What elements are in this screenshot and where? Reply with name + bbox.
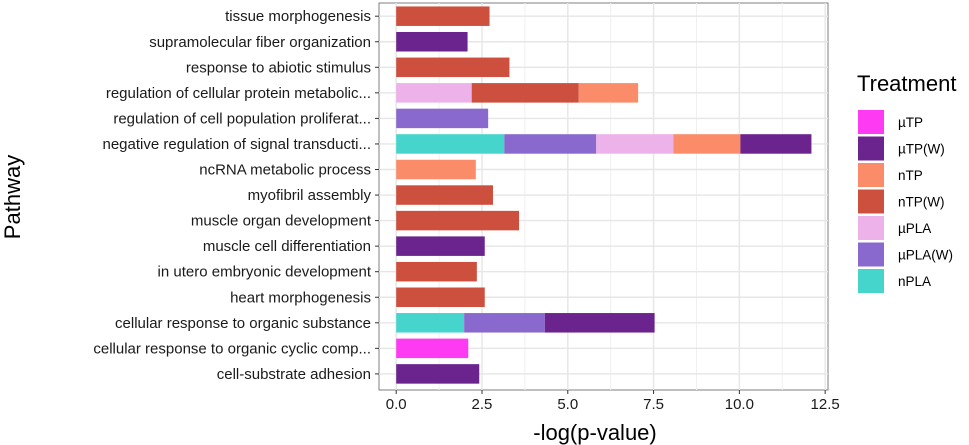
legend-label: nPLA bbox=[898, 274, 931, 289]
bar-segment bbox=[396, 6, 490, 26]
bar-segment bbox=[544, 313, 655, 333]
category-label: muscle cell differentiation bbox=[203, 238, 371, 255]
bar-segment bbox=[396, 287, 485, 307]
legend-swatch bbox=[858, 189, 884, 214]
category-label: regulation of cellular protein metabolic… bbox=[106, 85, 371, 102]
x-tick-label: 5.0 bbox=[557, 396, 578, 413]
legend-label: µTP(W) bbox=[898, 142, 945, 157]
bar-segment bbox=[396, 32, 468, 52]
bar-segment bbox=[673, 134, 741, 154]
legend-label: µTP bbox=[898, 115, 923, 130]
bar-segment bbox=[396, 338, 469, 359]
bar-segment bbox=[740, 134, 812, 154]
legend-title: Treatment bbox=[857, 71, 956, 96]
bar-segment bbox=[464, 313, 545, 333]
bar-segment bbox=[396, 108, 489, 129]
category-label: tissue morphogenesis bbox=[225, 8, 371, 25]
bars bbox=[396, 6, 812, 384]
category-label: myofibril assembly bbox=[248, 187, 372, 204]
x-axis-title: -log(p-value) bbox=[533, 420, 657, 445]
legend: µTP µTP(W) nTP nTP(W) µPLA µPLA(W) nPLA bbox=[858, 110, 953, 293]
category-label: regulation of cell population proliferat… bbox=[113, 110, 371, 127]
legend-swatch bbox=[858, 110, 884, 134]
bar-segment bbox=[504, 134, 597, 154]
legend-label: nTP bbox=[898, 168, 923, 183]
legend-label: µPLA bbox=[898, 221, 931, 236]
bar-segment bbox=[396, 313, 465, 333]
bar-segment bbox=[396, 261, 477, 282]
legend-label: µPLA(W) bbox=[898, 248, 953, 263]
x-tick-label: 7.5 bbox=[643, 396, 664, 413]
bar-segment bbox=[396, 236, 485, 256]
legend-label: nTP(W) bbox=[898, 195, 945, 210]
x-tick-label: 12.5 bbox=[811, 396, 840, 413]
bar-segment bbox=[396, 57, 510, 78]
x-tick-label: 0.0 bbox=[386, 396, 407, 413]
legend-swatch bbox=[858, 216, 884, 240]
x-axis-ticks: 0.0 2.5 5.0 7.5 10.0 12.5 bbox=[386, 390, 840, 413]
bar-segment bbox=[396, 185, 493, 205]
x-tick-label: 10.0 bbox=[725, 396, 754, 413]
bar-segment bbox=[396, 159, 476, 180]
x-tick-label: 2.5 bbox=[472, 396, 493, 413]
category-label: cellular response to organic cyclic comp… bbox=[93, 340, 371, 357]
legend-swatch bbox=[858, 242, 884, 267]
bar-segment bbox=[578, 83, 639, 103]
bar-segment bbox=[396, 83, 472, 103]
bar-segment bbox=[471, 83, 579, 103]
legend-swatch bbox=[858, 269, 884, 293]
category-label: in utero embryonic development bbox=[158, 264, 372, 281]
bar-segment bbox=[596, 134, 674, 154]
bar-segment bbox=[396, 134, 505, 154]
category-label: negative regulation of signal transducti… bbox=[103, 136, 372, 153]
bar-segment bbox=[396, 210, 520, 231]
category-label: response to abiotic stimulus bbox=[186, 59, 371, 76]
category-labels: tissue morphogenesis supramolecular fiber… bbox=[93, 8, 379, 383]
category-label: cellular response to organic substance bbox=[115, 315, 371, 332]
legend-swatch bbox=[858, 163, 884, 187]
legend-swatch bbox=[858, 136, 884, 161]
y-axis-title: Pathway bbox=[0, 155, 25, 239]
category-label: supramolecular fiber organization bbox=[149, 34, 371, 51]
category-label: muscle organ development bbox=[191, 213, 372, 230]
category-label: cell-substrate adhesion bbox=[217, 366, 371, 383]
category-label: heart morphogenesis bbox=[230, 289, 371, 306]
category-label: ncRNA metabolic process bbox=[199, 162, 371, 179]
bar-segment bbox=[396, 364, 480, 384]
